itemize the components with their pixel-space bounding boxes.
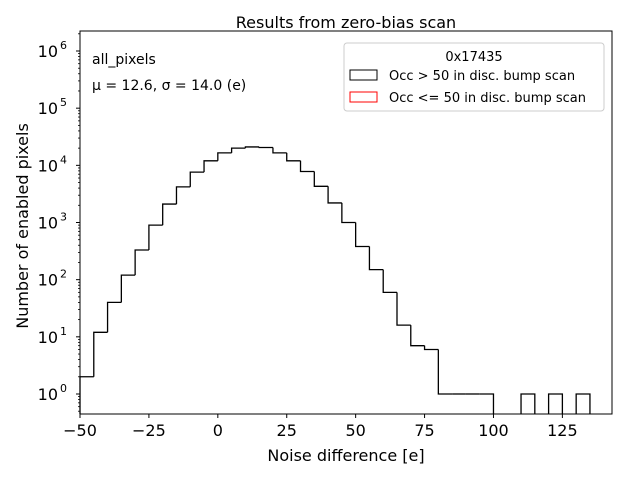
y-tick-exponent: 4 <box>60 153 67 166</box>
x-axis-label: Noise difference [e] <box>267 446 424 465</box>
histogram-bin <box>382 269 397 293</box>
histogram-bin <box>479 393 495 414</box>
y-tick-exponent: 3 <box>60 211 67 224</box>
histogram-bin <box>258 146 273 149</box>
histogram-bin <box>272 147 287 154</box>
histogram-bin <box>341 202 356 224</box>
histogram-bin <box>286 152 301 162</box>
histogram-bin <box>217 152 232 161</box>
histogram-bin <box>327 186 342 204</box>
histogram-bin <box>189 171 205 187</box>
y-tick-exponent: 5 <box>60 96 67 109</box>
histogram-bin <box>313 171 329 187</box>
histogram-bin <box>368 246 384 271</box>
y-tick-label: 10 <box>38 328 58 347</box>
y-tick-label: 10 <box>38 42 58 61</box>
y-tick-exponent: 2 <box>60 268 67 281</box>
plot-frame <box>79 30 613 415</box>
x-axis-ticks: −50 −25 0 25 50 75 100 125 <box>63 414 578 440</box>
x-tick-label: 50 <box>345 421 365 440</box>
y-tick-label: 10 <box>38 99 58 118</box>
y-tick-exponent: 6 <box>60 39 67 52</box>
legend-swatch-occ-le-50 <box>349 91 378 103</box>
histogram-bin <box>120 274 136 303</box>
histogram-bin <box>203 160 218 173</box>
histogram-bin <box>575 393 591 414</box>
x-tick-label: 100 <box>478 421 509 440</box>
legend-entry-occ-gt-50: Occ > 50 in disc. bump scan <box>389 69 575 84</box>
x-tick-label: 25 <box>277 421 297 440</box>
y-tick-label: 10 <box>38 271 58 290</box>
y-tick-label: 10 <box>38 385 58 404</box>
histogram-bin <box>106 301 122 333</box>
histogram-bin <box>175 186 191 205</box>
y-tick-exponent: 1 <box>60 325 67 338</box>
histogram-series-layer <box>79 146 591 414</box>
histogram-bin <box>230 147 246 153</box>
annotation-stats: μ = 12.6, σ = 14.0 (e) <box>92 78 246 94</box>
histogram-bin <box>520 393 536 414</box>
legend-entry-occ-le-50: Occ <= 50 in disc. bump scan <box>389 91 586 106</box>
histogram-bin <box>162 203 177 226</box>
histogram-bin <box>148 224 163 251</box>
histogram-bin <box>423 345 439 351</box>
histogram-bin <box>410 325 425 347</box>
annotation-all-pixels: all_pixels <box>92 52 156 68</box>
histogram-bin <box>437 349 453 395</box>
histogram-bin <box>354 222 370 248</box>
histogram-bin <box>93 331 108 377</box>
legend-title: 0x17435 <box>445 50 502 65</box>
y-tick-label: 10 <box>38 214 58 233</box>
histogram-bin <box>547 393 564 414</box>
legend: 0x17435 Occ > 50 in disc. bump scan Occ … <box>343 42 605 112</box>
y-axis-label: Number of enabled pixels <box>13 123 32 329</box>
x-tick-label: 0 <box>213 421 223 440</box>
x-tick-label: 75 <box>414 421 434 440</box>
x-tick-label: −25 <box>132 421 166 440</box>
y-tick-label: 10 <box>38 156 58 175</box>
legend-swatch-occ-gt-50 <box>349 69 378 81</box>
x-tick-label: 125 <box>547 421 578 440</box>
histogram-bin <box>134 249 149 276</box>
y-tick-exponent: 0 <box>60 382 67 395</box>
histogram-bin <box>299 160 315 173</box>
legend-box <box>343 42 605 112</box>
histogram-bin <box>396 292 411 326</box>
x-tick-label: −50 <box>63 421 97 440</box>
chart-title: Results from zero-bias scan <box>236 13 456 32</box>
histogram-bin <box>244 146 260 149</box>
